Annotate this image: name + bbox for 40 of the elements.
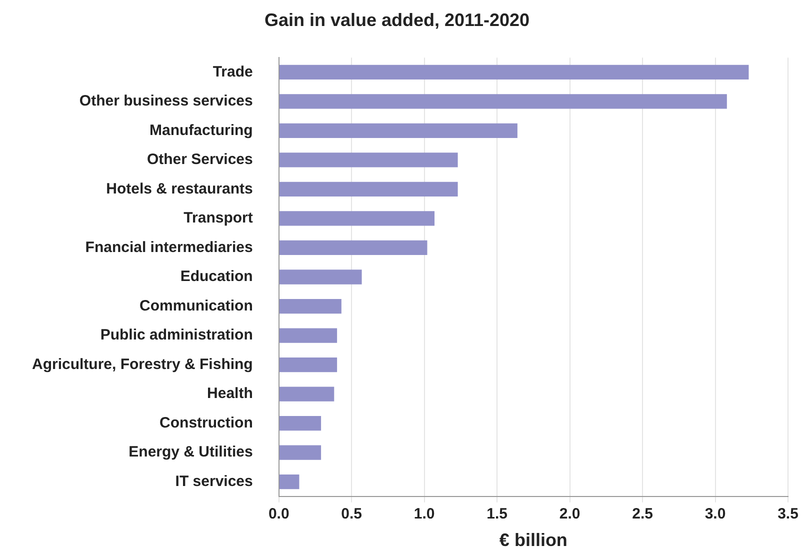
bar <box>279 64 749 80</box>
bar <box>279 298 342 314</box>
y-tick-label: Other business services <box>79 92 253 110</box>
y-tick-label: Transport <box>184 210 253 227</box>
y-tick-label: Hotels & restaurants <box>106 180 253 198</box>
y-tick-label: Public administration <box>100 326 253 344</box>
y-tick-label: Education <box>180 268 253 286</box>
y-tick-label: Construction <box>160 414 253 432</box>
bar <box>279 445 322 460</box>
bar <box>279 123 518 138</box>
bar <box>279 328 338 343</box>
bar <box>279 386 334 402</box>
bar <box>279 270 362 284</box>
x-axis-title: € billion <box>499 530 568 550</box>
y-tick-label: IT services <box>175 472 253 490</box>
y-tick-label: Fnancial intermediaries <box>85 238 253 256</box>
x-tick-label: 2.0 <box>559 506 580 523</box>
x-tick-label: 0.5 <box>341 506 362 523</box>
bar <box>279 416 322 431</box>
y-tick-label: Health <box>207 385 253 402</box>
x-tick-label: 3.5 <box>778 506 798 523</box>
x-tick-label: 0.0 <box>268 506 290 523</box>
chart-title: Gain in value added, 2011-2020 <box>264 10 530 30</box>
bar <box>279 182 458 197</box>
y-tick-label: Other Services <box>146 151 253 168</box>
bar <box>279 152 458 168</box>
y-tick-label: Agriculture, Forestry & Fishing <box>32 356 253 373</box>
bar <box>279 211 435 226</box>
bar <box>279 240 428 256</box>
y-tick-label: Energy & Utilities <box>128 444 253 461</box>
bar <box>279 474 300 490</box>
y-tick-label: Communication <box>140 297 253 314</box>
y-tick-label: Manufacturing <box>150 122 253 139</box>
x-tick-label: 1.0 <box>414 506 435 523</box>
x-tick-label: 2.5 <box>632 506 653 523</box>
x-tick-label: 1.5 <box>486 506 508 523</box>
bar <box>279 94 727 109</box>
x-tick-label: 3.0 <box>704 506 726 523</box>
y-tick-label: Trade <box>212 63 253 80</box>
bar <box>279 357 338 372</box>
